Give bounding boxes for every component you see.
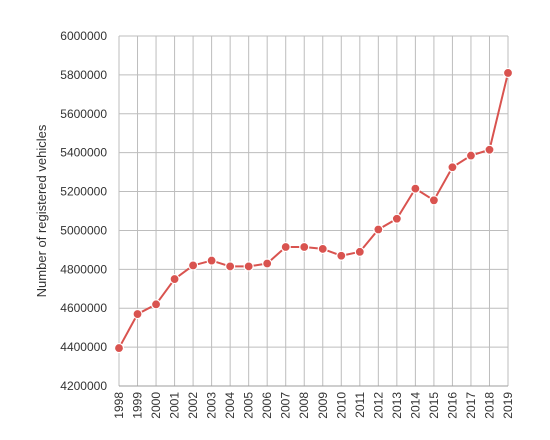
- x-tick-label: 2006: [260, 392, 274, 419]
- x-tick-label: 2007: [279, 392, 293, 419]
- x-tick-label: 2002: [186, 392, 200, 419]
- data-point: [206, 255, 217, 266]
- x-tick-label: 2011: [353, 392, 367, 418]
- data-point: [428, 195, 440, 206]
- y-tick-label: 4800000: [60, 262, 107, 276]
- data-point: [410, 183, 421, 194]
- data-point: [391, 213, 402, 224]
- x-tick-label: 2012: [371, 392, 385, 419]
- data-point: [373, 224, 384, 235]
- x-tick-label: 1999: [131, 392, 145, 419]
- x-tick-label: 2010: [334, 392, 348, 419]
- axes: 4200000 4400000 4600000 4800000 5000000 52000…: [60, 29, 515, 419]
- data-point: [187, 260, 199, 271]
- data-point: [299, 241, 310, 253]
- data-point: [243, 261, 254, 272]
- y-tick-label: 5200000: [60, 185, 107, 199]
- x-tick-label: 2004: [223, 392, 237, 419]
- x-tick-label: 1998: [112, 392, 126, 419]
- grid: [118, 35, 509, 387]
- x-tick-label: 2016: [445, 392, 459, 419]
- data-point: [465, 150, 477, 161]
- y-tick-label: 5400000: [60, 146, 107, 160]
- x-tick-label: 2000: [149, 392, 163, 419]
- x-tick-label: 2017: [464, 392, 478, 419]
- data-point: [280, 241, 291, 253]
- data-point: [447, 162, 458, 173]
- x-tick-label: 2014: [408, 392, 422, 419]
- data-point: [317, 243, 328, 255]
- y-tick-label: 6000000: [60, 29, 107, 43]
- data-point: [336, 250, 347, 261]
- x-tick-label: 2019: [501, 392, 515, 419]
- y-tick-label: 4400000: [60, 340, 107, 354]
- y-tick-label: 5800000: [60, 68, 107, 82]
- y-axis-title: Number of registered vehicles: [34, 124, 49, 297]
- data-point: [354, 246, 365, 257]
- data-point: [150, 299, 162, 310]
- x-tick-label: 2015: [427, 392, 441, 419]
- data-point: [502, 67, 514, 79]
- series: [113, 67, 514, 354]
- series-line: [118, 72, 509, 349]
- x-tick-label: 2013: [390, 392, 404, 419]
- x-tick-label: 2001: [168, 392, 182, 419]
- y-tick-label: 5000000: [60, 223, 107, 237]
- data-point: [132, 308, 143, 320]
- x-tick-label: 2008: [297, 392, 311, 419]
- data-point: [484, 144, 495, 155]
- x-tick-label: 2018: [482, 392, 496, 419]
- y-tick-label: 4600000: [60, 301, 107, 315]
- x-tick-label: 2003: [205, 392, 219, 419]
- x-tick-label: 2005: [242, 392, 256, 419]
- data-point: [262, 258, 273, 269]
- data-point: [113, 342, 125, 354]
- y-tick-label: 5600000: [60, 107, 107, 121]
- x-tick-label: 2009: [316, 392, 330, 419]
- y-tick-label: 4200000: [60, 379, 107, 393]
- data-point: [169, 273, 180, 285]
- data-point: [225, 261, 236, 272]
